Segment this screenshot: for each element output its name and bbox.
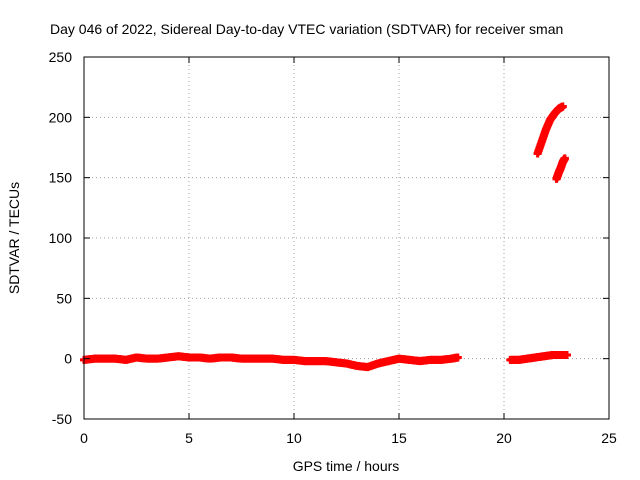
data-points bbox=[80, 102, 571, 372]
data-point bbox=[558, 102, 567, 111]
data-point bbox=[560, 154, 569, 163]
chart-title: Day 046 of 2022, Sidereal Day-to-day VTE… bbox=[50, 21, 563, 37]
series-1 bbox=[506, 351, 571, 364]
y-tick-label: 0 bbox=[64, 351, 72, 367]
y-tick-label: 100 bbox=[49, 230, 73, 246]
x-tick-label: 5 bbox=[185, 430, 193, 446]
series-3 bbox=[552, 154, 569, 183]
x-tick-label: 15 bbox=[391, 430, 407, 446]
x-axis-label: GPS time / hours bbox=[293, 458, 400, 474]
data-point bbox=[563, 351, 571, 360]
y-tick-label: 150 bbox=[49, 170, 73, 186]
y-axis-label: SDTVAR / TECUs bbox=[6, 182, 22, 294]
x-tick-label: 20 bbox=[496, 430, 512, 446]
series-0 bbox=[80, 352, 462, 372]
y-tick-label: 200 bbox=[49, 109, 73, 125]
data-point bbox=[453, 353, 462, 362]
axis-ticks: 0 5 10 15 20 25 -50 0 50 100 150 200 250 bbox=[49, 49, 617, 446]
x-tick-label: 0 bbox=[80, 430, 88, 446]
y-tick-label: -50 bbox=[52, 411, 72, 427]
series-2 bbox=[533, 102, 567, 158]
x-tick-label: 10 bbox=[286, 430, 302, 446]
x-tick-label: 25 bbox=[601, 430, 617, 446]
y-tick-label: 250 bbox=[49, 49, 73, 65]
y-tick-label: 50 bbox=[56, 290, 72, 306]
grid bbox=[84, 57, 609, 419]
